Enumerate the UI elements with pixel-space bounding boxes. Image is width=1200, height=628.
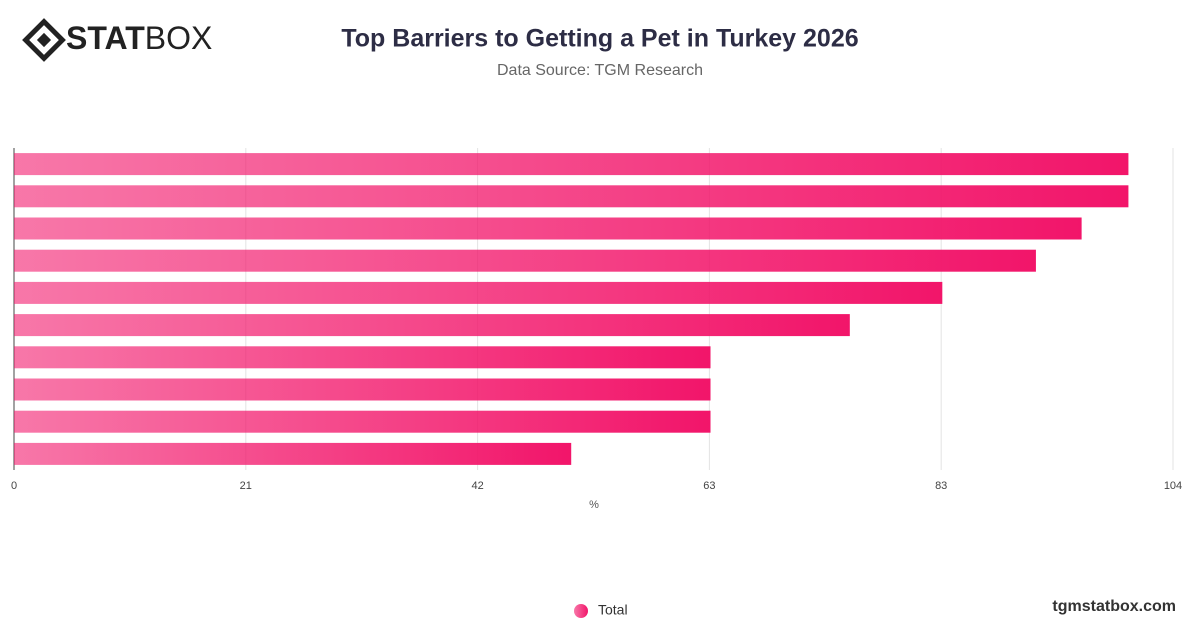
chart-title: Top Barriers to Getting a Pet in Turkey … [341, 25, 858, 53]
x-tick-label: 21 [240, 480, 252, 492]
x-tick-label: 104 [1164, 480, 1182, 492]
bar [14, 153, 1129, 176]
bar [14, 185, 1129, 208]
logo-bold: STAT [66, 20, 145, 56]
x-axis-label: % [589, 499, 599, 511]
chart-subtitle: Data Source: TGM Research [497, 62, 703, 79]
x-tick-label: 63 [703, 480, 715, 492]
bar [14, 346, 711, 369]
logo-light: BOX [145, 20, 213, 56]
bar [14, 442, 572, 465]
bar [14, 410, 711, 433]
legend-label: Total [598, 602, 628, 618]
logo: STATBOX [66, 20, 212, 56]
x-tick-label: 83 [935, 480, 947, 492]
x-tick-label: 42 [471, 480, 483, 492]
bar [14, 378, 711, 401]
bar [14, 217, 1082, 240]
logo-icon [22, 18, 66, 62]
bar [14, 281, 943, 304]
legend-marker [574, 604, 588, 618]
footer: tgmstatbox.com [1052, 598, 1176, 615]
bar [14, 314, 850, 337]
x-tick-label: 0 [11, 480, 17, 492]
bar [14, 249, 1036, 272]
